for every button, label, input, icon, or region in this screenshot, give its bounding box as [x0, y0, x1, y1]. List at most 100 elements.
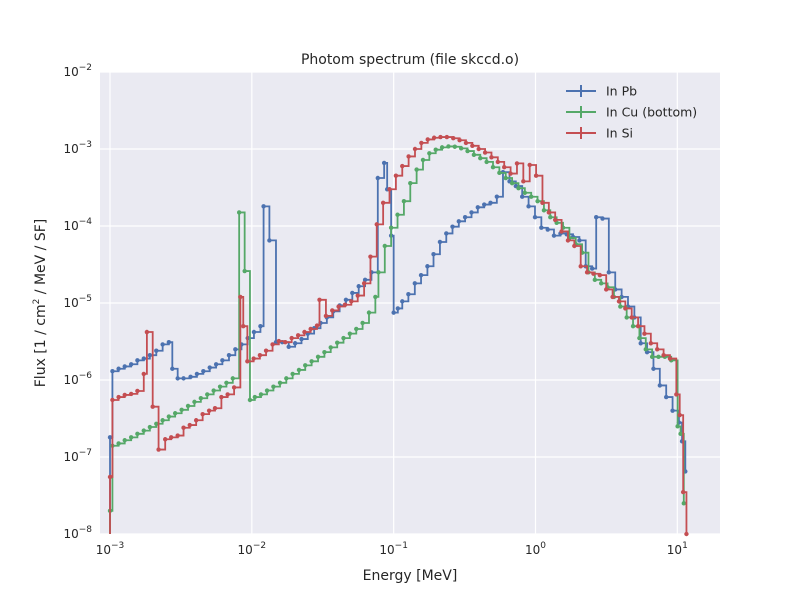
data-point-in-cu-bottom-38 [341, 335, 346, 341]
data-point-in-si-7 [144, 329, 150, 335]
grid-lines [100, 71, 720, 535]
data-point-in-si-73 [552, 217, 558, 223]
data-point-in-pb-0 [107, 435, 113, 440]
chart-title: Photom spectrum (file skccd.o) [301, 52, 519, 68]
data-point-in-si-34 [308, 326, 313, 332]
y-tick-labels: 10−8 10−7 10−6 10−5 10−4 10−3 10−2 [63, 63, 92, 541]
data-point-in-si-13 [181, 425, 186, 430]
data-point-in-si-26 [257, 352, 263, 358]
data-point-in-cu-bottom-36 [328, 345, 333, 350]
data-point-in-pb-44 [375, 175, 380, 181]
data-point-in-si-75 [565, 238, 571, 243]
data-point-in-cu-bottom-7 [147, 424, 153, 430]
data-point-in-si-71 [540, 200, 545, 206]
data-point-in-si-0 [107, 474, 113, 480]
data-point-in-si-88 [648, 341, 654, 346]
data-point-in-si-77 [578, 264, 583, 269]
data-point-in-pb-3 [122, 364, 127, 369]
data-point-in-si-16 [200, 411, 205, 417]
data-point-in-si-17 [206, 408, 212, 413]
data-point-in-si-83 [616, 299, 622, 304]
y-axis-label-suffix: / MeV / SF] [33, 219, 49, 299]
data-point-in-pb-31 [292, 341, 298, 346]
data-point-in-pb-80 [589, 266, 595, 271]
data-point-in-cu-bottom-47 [395, 212, 400, 217]
data-point-in-si-12 [175, 433, 180, 438]
data-point-in-pb-45 [381, 160, 387, 166]
data-point-in-cu-bottom-39 [347, 331, 353, 336]
data-point-in-si-3 [122, 392, 127, 398]
data-point-in-si-37 [323, 313, 329, 319]
data-point-in-si-11 [168, 435, 174, 440]
data-point-in-pb-24 [251, 329, 257, 335]
data-point-in-si-32 [295, 333, 301, 338]
data-point-in-cu-bottom-45 [382, 243, 387, 249]
data-point-in-si-51 [412, 146, 418, 152]
data-point-in-pb-55 [431, 252, 436, 257]
data-point-in-pb-27 [267, 238, 272, 243]
data-point-in-cu-bottom-9 [160, 418, 165, 423]
data-point-in-cu-bottom-3 [122, 438, 127, 443]
data-point-in-pb-62 [475, 205, 480, 210]
data-point-in-pb-12 [175, 376, 180, 381]
data-point-in-si-27 [263, 348, 269, 353]
data-point-in-pb-7 [147, 352, 153, 358]
data-point-in-pb-10 [166, 339, 172, 345]
data-point-in-cu-bottom-2 [116, 441, 121, 446]
data-point-in-pb-26 [261, 204, 266, 209]
data-point-in-pb-15 [194, 371, 200, 377]
data-point-in-cu-bottom-15 [198, 396, 204, 401]
data-point-in-pb-88 [638, 341, 643, 346]
data-point-in-si-70 [533, 173, 539, 178]
data-point-in-cu-bottom-14 [192, 399, 197, 405]
data-point-in-pb-51 [406, 292, 411, 297]
data-point-in-si-65 [502, 165, 507, 170]
data-point-in-si-90 [661, 352, 666, 358]
data-point-in-cu-bottom-55 [446, 144, 451, 149]
data-point-in-cu-bottom-21 [236, 210, 242, 215]
data-point-in-pb-6 [141, 356, 146, 361]
data-point-in-si-93 [677, 412, 682, 418]
data-point-in-si-38 [330, 308, 335, 313]
data-point-in-cu-bottom-86 [643, 347, 648, 352]
data-point-in-si-64 [495, 159, 501, 165]
data-point-in-pb-9 [160, 342, 165, 347]
data-point-in-pb-41 [356, 284, 361, 289]
data-point-in-cu-bottom-53 [433, 147, 438, 152]
data-point-in-pb-1 [110, 369, 115, 374]
data-point-in-pb-16 [201, 369, 206, 374]
data-point-in-si-43 [361, 281, 367, 286]
data-point-in-pb-60 [462, 215, 468, 220]
data-point-in-si-67 [514, 161, 520, 166]
data-point-in-si-92 [674, 392, 679, 397]
data-point-in-si-49 [400, 163, 405, 169]
data-point-in-si-44 [368, 254, 373, 259]
data-point-in-cu-bottom-51 [420, 157, 426, 163]
data-point-in-si-61 [476, 146, 481, 152]
data-point-in-pb-61 [469, 210, 474, 215]
data-point-in-cu-bottom-28 [277, 380, 283, 385]
data-point-in-cu-bottom-12 [179, 407, 184, 413]
data-point-in-cu-bottom-58 [465, 148, 470, 154]
data-point-in-si-74 [559, 229, 564, 234]
data-point-in-cu-bottom-41 [360, 320, 365, 326]
data-point-in-pb-39 [343, 297, 349, 303]
data-point-in-si-89 [655, 347, 660, 352]
data-point-in-cu-bottom-68 [529, 194, 534, 199]
data-point-in-si-60 [470, 143, 475, 149]
data-point-in-cu-bottom-35 [322, 349, 327, 355]
data-point-in-pb-53 [418, 272, 424, 278]
data-point-in-si-76 [572, 243, 577, 249]
legend-label-in-si: In Si [606, 126, 633, 141]
data-point-in-cu-bottom-48 [401, 198, 407, 204]
series-layer [107, 134, 689, 537]
data-point-in-si-87 [642, 331, 647, 336]
legend-item-in-cu-bottom: In Cu (bottom) [566, 105, 697, 120]
data-point-in-pb-50 [400, 299, 405, 304]
data-point-in-si-91 [667, 356, 673, 361]
data-point-in-cu-bottom-63 [497, 170, 502, 176]
data-point-in-cu-bottom-93 [681, 501, 686, 506]
data-point-in-pb-57 [444, 231, 449, 236]
data-point-in-cu-bottom-37 [335, 340, 340, 345]
data-point-in-cu-bottom-46 [388, 225, 394, 230]
